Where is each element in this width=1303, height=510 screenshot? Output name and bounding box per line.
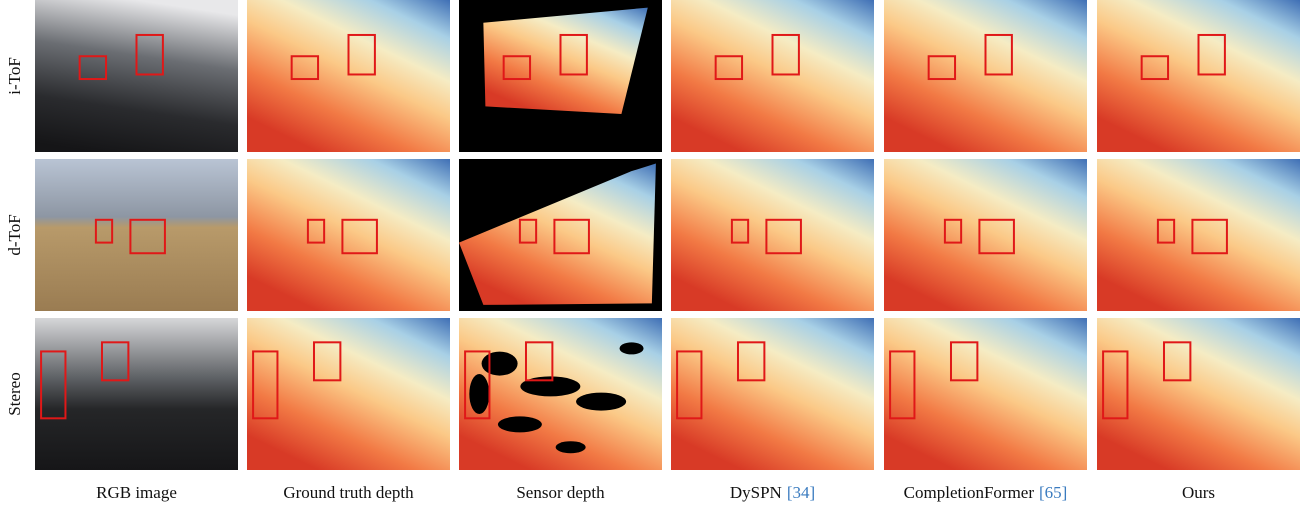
missing-depth [556, 441, 586, 453]
column-name: Sensor depth [516, 483, 605, 502]
image-panel [35, 318, 238, 470]
image-panel [884, 0, 1087, 152]
rgb-image [35, 0, 238, 152]
column-name: RGB image [96, 483, 177, 502]
image-panel [1097, 0, 1300, 152]
image-panel [35, 0, 238, 152]
rgb-image [35, 159, 238, 311]
depth-map [884, 159, 1087, 311]
depth-map [1097, 0, 1300, 152]
citation: [34] [787, 483, 815, 502]
missing-depth [469, 374, 489, 414]
missing-depth [482, 352, 518, 376]
image-panel [1097, 318, 1300, 470]
citation: [65] [1039, 483, 1067, 502]
image-panel [459, 0, 662, 152]
image-panel [247, 159, 450, 311]
image-panel [671, 159, 874, 311]
missing-depth [576, 393, 626, 411]
column-label: CompletionFormer[65] [904, 483, 1068, 502]
image-panel [884, 159, 1087, 311]
depth-map [1097, 159, 1300, 311]
depth-map [671, 159, 874, 311]
image-panel [884, 318, 1087, 470]
image-panel [35, 159, 238, 311]
row-label: d-ToF [5, 214, 24, 255]
column-name: DySPN [730, 483, 782, 502]
depth-map [671, 0, 874, 152]
panels [35, 0, 1300, 470]
row-label: Stereo [5, 372, 24, 415]
column-name: Ours [1182, 483, 1215, 502]
figure: i-ToF d-ToF Stereo RGB image Ground truth de… [0, 0, 1303, 510]
image-panel [671, 318, 874, 470]
missing-depth [498, 416, 542, 432]
depth-map [247, 0, 450, 152]
depth-map [884, 0, 1087, 152]
column-label: DySPN [34] [730, 483, 815, 502]
image-panel [671, 0, 874, 152]
image-panel [247, 318, 450, 470]
column-label: Ground truth depth [283, 483, 414, 502]
column-label: Ours [1182, 483, 1215, 502]
column-name: Ground truth depth [283, 483, 414, 502]
image-panel [247, 0, 450, 152]
column-name: CompletionFormer [904, 483, 1035, 502]
image-panel [1097, 159, 1300, 311]
image-panel [459, 318, 662, 470]
missing-depth [620, 342, 644, 354]
column-label: Sensor depth [516, 483, 605, 502]
column-label: RGB image [96, 483, 177, 502]
image-panel [459, 159, 662, 311]
sensor-depth [483, 8, 647, 114]
depth-map [247, 159, 450, 311]
row-label: i-ToF [5, 57, 24, 95]
